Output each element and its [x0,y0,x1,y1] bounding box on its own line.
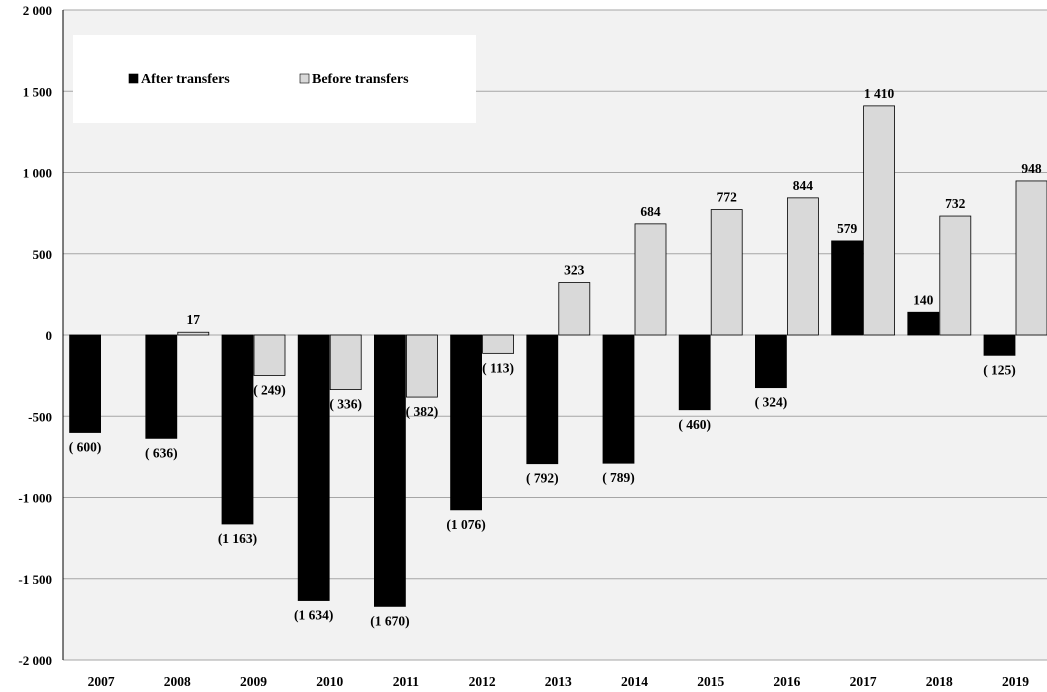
data-label-after-transfers-2015: ( 460) [678,417,711,432]
data-label-after-transfers-2017: 579 [837,221,858,236]
y-tick-label: -1 000 [18,491,52,506]
y-tick-label: -1 500 [18,572,52,587]
data-label-before-transfers-2016: 844 [793,178,814,193]
y-tick-label: 500 [33,247,53,262]
data-label-before-transfers-2009: ( 249) [253,382,286,397]
bar-after-transfers-2014 [602,334,635,464]
x-tick-label-2009: 2009 [240,674,267,689]
data-label-before-transfers-2018: 732 [945,196,966,211]
data-label-after-transfers-2012: (1 076) [446,517,485,532]
data-label-after-transfers-2013: ( 792) [526,471,559,486]
data-label-after-transfers-2007: ( 600) [69,440,102,455]
data-label-after-transfers-2019: ( 125) [983,362,1016,377]
x-tick-label-2014: 2014 [621,674,648,689]
bar-before-transfers-2009 [253,334,286,376]
data-label-before-transfers-2010: ( 336) [329,397,362,412]
x-tick-label-2016: 2016 [773,674,800,689]
bar-after-transfers-2007 [69,334,101,433]
bar-after-transfers-2019 [983,334,1016,356]
data-label-before-transfers-2019: 948 [1021,161,1042,176]
data-label-after-transfers-2018: 140 [913,292,934,307]
data-label-before-transfers-2017: 1 410 [864,86,895,101]
bar-before-transfers-2008 [177,331,210,336]
x-tick-label-2012: 2012 [469,674,496,689]
data-label-after-transfers-2016: ( 324) [755,395,788,410]
bar-after-transfers-2018 [907,311,940,336]
legend: After transfers Before transfers [73,35,476,123]
data-label-before-transfers-2011: ( 382) [406,404,439,419]
bar-after-transfers-2010 [297,334,330,601]
data-label-after-transfers-2010: (1 634) [294,608,333,623]
y-tick-label: -500 [28,409,52,424]
bar-after-transfers-2013 [526,334,559,465]
bar-before-transfers-2012 [482,334,515,354]
y-axis-tick-labels: 2 000 1 500 1 000 500 0 -500 -1 000 -1 500 -2 00… [18,3,52,668]
bar-before-transfers-2015 [710,209,743,336]
bar-before-transfers-2011 [405,334,438,398]
data-label-after-transfers-2011: (1 670) [370,613,409,628]
bar-before-transfers-2017 [863,105,895,336]
data-label-after-transfers-2009: (1 163) [218,531,257,546]
data-label-before-transfers-2008: 17 [187,312,201,327]
y-tick-label: -2 000 [18,653,52,668]
x-tick-label-2010: 2010 [316,674,343,689]
bar-after-transfers-2008 [145,334,178,439]
x-tick-label-2007: 2007 [88,674,115,689]
bar-after-transfers-2016 [755,334,787,389]
x-tick-label-2008: 2008 [164,674,191,689]
x-axis-tick-labels: 2007 2008 2009 2010 2011 2012 2013 2014 2015 2016… [88,674,1030,689]
bar-after-transfers-2011 [373,334,406,607]
bar-before-transfers-2013 [558,282,591,336]
bar-after-transfers-2015 [678,334,711,411]
x-tick-label-2013: 2013 [545,674,572,689]
bar-before-transfers-2018 [939,215,972,336]
bar-after-transfers-2009 [221,334,254,525]
legend-label-before-transfers: Before transfers [312,72,409,87]
y-tick-label: 1 000 [23,166,52,181]
data-label-before-transfers-2013: 323 [564,263,585,278]
bar-before-transfers-2014 [634,223,667,336]
data-label-after-transfers-2014: ( 789) [602,470,635,485]
bar-after-transfers-2012 [450,334,483,511]
bar-before-transfers-2010 [329,334,362,390]
legend-swatch-before-transfers [299,73,310,84]
y-tick-label: 0 [46,328,53,343]
x-tick-label-2019: 2019 [1002,674,1029,689]
legend-swatch-after-transfers [128,73,139,84]
x-tick-label-2017: 2017 [850,674,877,689]
data-label-before-transfers-2015: 772 [717,190,738,205]
legend-label-after-transfers: After transfers [141,72,230,87]
bars [69,105,1047,607]
bar-before-transfers-2016 [787,197,819,336]
data-labels: ( 600) ( 636) (1 163) (1 634) (1 670) (1 076)… [69,86,1042,629]
bar-after-transfers-2017 [831,240,863,336]
bar-before-transfers-2019 [1015,180,1047,336]
y-tick-label: 2 000 [23,3,52,18]
legend-box [73,35,476,123]
data-label-before-transfers-2014: 684 [640,204,661,219]
y-tick-label: 1 500 [23,84,52,99]
x-tick-label-2018: 2018 [926,674,953,689]
data-label-before-transfers-2012: ( 113) [482,360,514,375]
x-tick-label-2015: 2015 [697,674,724,689]
x-tick-label-2011: 2011 [393,674,420,689]
data-label-after-transfers-2008: ( 636) [145,445,178,460]
